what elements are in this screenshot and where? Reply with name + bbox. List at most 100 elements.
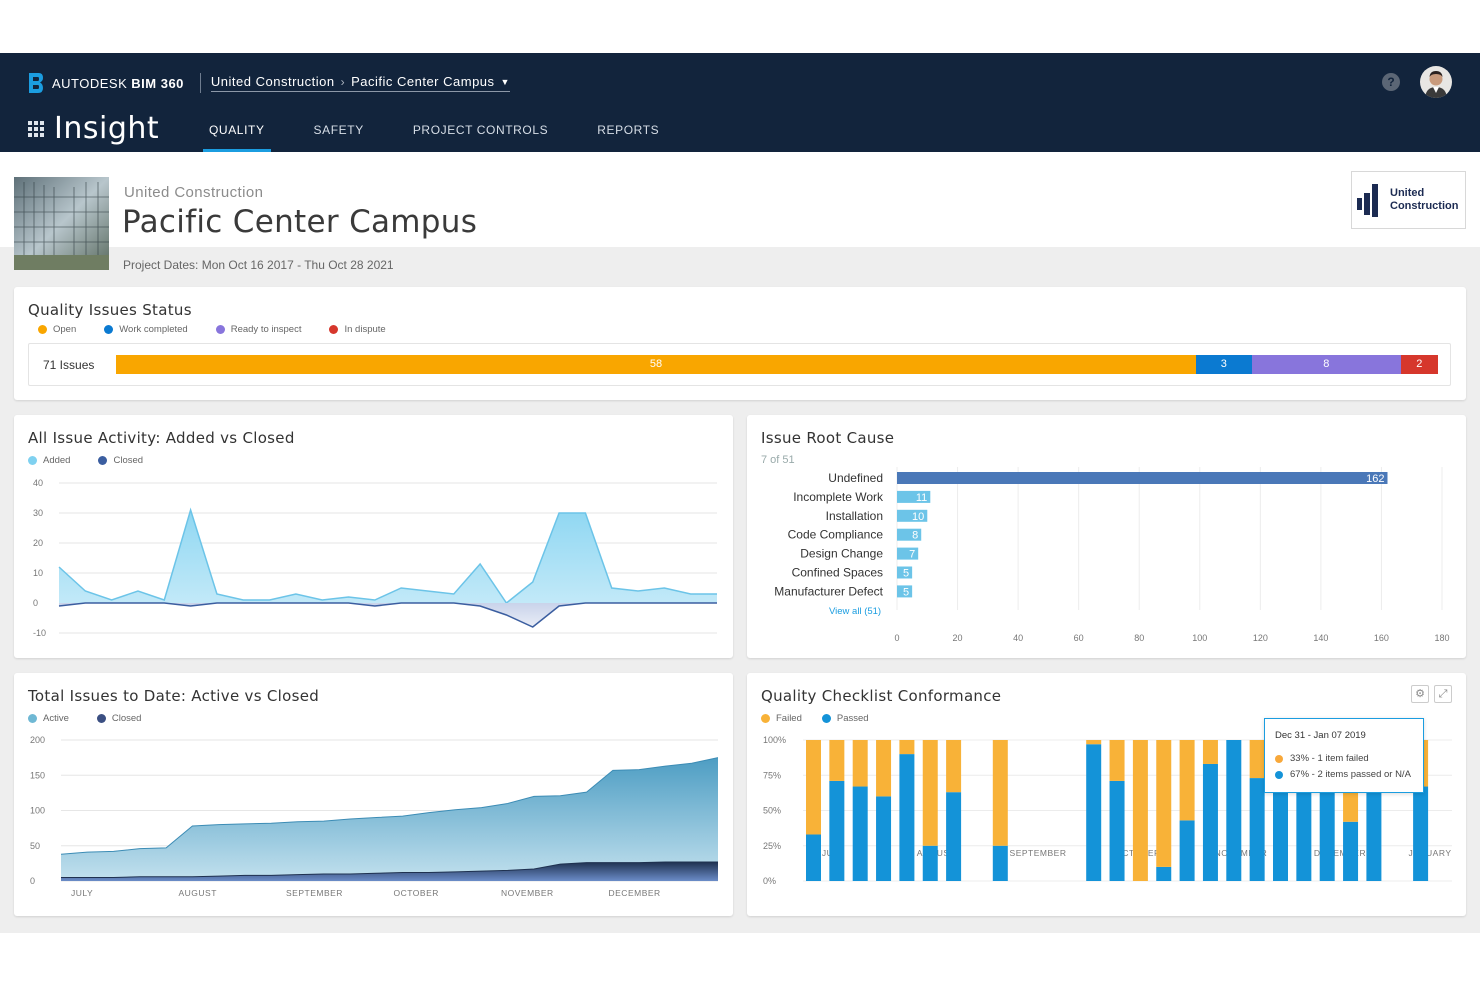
y-tick-label: 25% <box>763 841 781 851</box>
status-segment[interactable]: 58 <box>116 355 1196 374</box>
y-tick-label: 75% <box>763 770 781 780</box>
status-segment[interactable]: 2 <box>1400 355 1438 374</box>
bar-failed <box>1202 740 1218 764</box>
view-all-link[interactable]: View all (51) <box>829 606 882 617</box>
project-title: Pacific Center Campus <box>122 204 478 240</box>
legend-dot <box>329 325 339 334</box>
united-construction-logo-icon <box>1357 184 1378 217</box>
y-tick-label: 100 <box>30 806 45 816</box>
x-tick-label: OCTOBER <box>394 888 439 898</box>
app-switcher[interactable]: Insight <box>28 111 159 146</box>
bar-passed <box>1273 786 1288 881</box>
tab-reports[interactable]: REPORTS <box>597 123 660 137</box>
series-area-added <box>59 510 717 603</box>
legend-added[interactable]: Added <box>28 455 70 466</box>
legend-dot <box>761 714 770 723</box>
tooltip-dot <box>1275 754 1283 763</box>
top-navigation-bar: AUTODESK BIM 360 United Construction › P… <box>0 53 1480 152</box>
tab-quality[interactable]: QUALITY <box>203 119 271 152</box>
help-icon[interactable]: ? <box>1382 73 1400 91</box>
bar-passed <box>1296 780 1312 881</box>
bar-passed <box>1366 786 1382 881</box>
bar-passed <box>1226 740 1242 881</box>
category-label: Manufacturer Defect <box>774 584 883 598</box>
legend-label: Active <box>43 713 69 724</box>
total-issues-chart: 200 150 100 50 0 JULY AUGUST SEPTEMBER OCTOBER NO… <box>30 735 719 898</box>
logo-text: United Construction <box>1390 187 1458 213</box>
y-tick-label: 10 <box>33 568 43 578</box>
breadcrumb-project[interactable]: Pacific Center Campus <box>351 74 495 89</box>
series-area-active <box>61 757 718 881</box>
bar-failed <box>876 740 892 797</box>
legend-active[interactable]: Active <box>28 713 69 724</box>
status-segment[interactable]: 8 <box>1251 355 1401 374</box>
bar-failed <box>992 740 1008 846</box>
bar-failed <box>1179 740 1195 821</box>
tab-safety[interactable]: SAFETY <box>313 123 364 137</box>
legend-closed[interactable]: Closed <box>96 713 141 724</box>
x-tick-label: 0 <box>894 633 899 643</box>
legend-label: Ready to inspect <box>230 324 302 335</box>
legend-work-completed[interactable]: Work completed <box>104 324 188 335</box>
bar-value-label: 7 <box>909 549 915 561</box>
legend-closed[interactable]: Closed <box>98 455 143 466</box>
bar-passed <box>1319 786 1335 881</box>
conformance-legend: Failed Passed <box>761 713 897 724</box>
status-segment[interactable]: 3 <box>1195 355 1252 374</box>
category-label: Installation <box>826 509 883 523</box>
bar-failed <box>899 740 915 755</box>
caret-down-icon[interactable]: ▼ <box>500 76 510 87</box>
legend-ready-to-inspect[interactable]: Ready to inspect <box>215 324 302 335</box>
x-tick-label: 100 <box>1192 633 1207 643</box>
legend-failed[interactable]: Failed <box>761 713 802 724</box>
bar-passed <box>1249 778 1265 881</box>
y-tick-label: 150 <box>30 770 45 780</box>
app-grid-icon[interactable] <box>28 120 44 137</box>
bar <box>897 509 928 522</box>
bar-failed <box>1156 740 1172 867</box>
bar-passed <box>922 845 938 881</box>
tooltip-failed-row: 33% - 1 item failed <box>1275 753 1369 764</box>
bar-passed <box>829 780 845 881</box>
bar-passed <box>1086 744 1102 881</box>
category-label: Incomplete Work <box>793 490 884 504</box>
bar-passed <box>1413 786 1429 881</box>
x-tick-label: 180 <box>1434 633 1449 643</box>
series-line-active <box>60 757 719 855</box>
project-selector[interactable]: United Construction › Pacific Center Cam… <box>210 74 510 92</box>
legend-in-dispute[interactable]: In dispute <box>329 324 386 335</box>
root-cause-subtitle: 7 of 51 <box>761 454 795 466</box>
legend-dot <box>28 456 37 465</box>
category-label: Undefined <box>828 471 883 485</box>
y-tick-label: 0 <box>33 598 38 608</box>
brand-name: AUTODESK <box>52 75 128 91</box>
legend-passed[interactable]: Passed <box>821 713 869 724</box>
user-avatar[interactable] <box>1420 66 1452 98</box>
bar-failed <box>806 740 821 835</box>
issues-total: 71 Issues <box>43 358 95 372</box>
bar-value-label: 5 <box>903 586 909 598</box>
activity-chart: 403020100-10JULYAUGUSTSEPTEMBEROCTOBERNO… <box>33 478 717 638</box>
x-tick-label: AUGUST <box>179 888 217 898</box>
legend-dot <box>38 325 47 334</box>
breadcrumb-company[interactable]: United Construction <box>210 74 335 89</box>
x-tick-label: DECEMBER <box>609 888 661 898</box>
x-tick-label: 20 <box>953 633 963 643</box>
bar-passed <box>1343 821 1359 881</box>
category-label: Confined Spaces <box>792 566 883 580</box>
bar-value-label: 8 <box>912 530 918 542</box>
legend-open[interactable]: Open <box>38 324 76 335</box>
legend-dot <box>215 325 225 334</box>
legend-label: Failed <box>776 713 802 724</box>
x-tick-label: SEPTEMBER <box>286 888 343 898</box>
tab-project-controls[interactable]: PROJECT CONTROLS <box>412 123 549 137</box>
bar-failed <box>1109 740 1125 781</box>
gear-icon[interactable]: ⚙ <box>1411 685 1429 703</box>
x-tick-label: 140 <box>1313 633 1328 643</box>
bar-value-label: 162 <box>1366 473 1384 485</box>
expand-icon[interactable]: ⤢ <box>1434 685 1452 703</box>
x-tick-label: JULY <box>71 888 93 898</box>
bar-failed <box>852 740 868 787</box>
category-label: Code Compliance <box>788 528 884 542</box>
